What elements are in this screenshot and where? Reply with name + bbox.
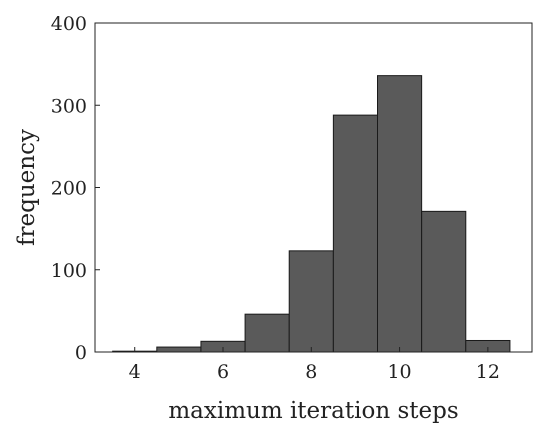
x-axis-label: maximum iteration steps (168, 398, 458, 424)
y-axis-label: frequency (14, 129, 40, 246)
ticks-group: 4 6 8 10 12 0 100 200 300 400 (51, 13, 500, 383)
histogram-bar (421, 210, 467, 353)
histogram-bar (288, 250, 334, 353)
x-tick-label: 8 (305, 361, 317, 383)
x-tick-label: 4 (129, 361, 141, 383)
bars-group (112, 75, 511, 353)
histogram-bar (377, 75, 423, 353)
histogram-bar (244, 313, 290, 353)
y-tick-label: 100 (51, 260, 87, 282)
x-tick-label: 10 (387, 361, 411, 383)
x-tick-label: 6 (217, 361, 229, 383)
y-tick-label: 200 (51, 178, 87, 200)
histogram-bar (156, 346, 202, 353)
y-tick-label: 0 (75, 342, 87, 364)
y-tick-label: 300 (51, 95, 87, 117)
histogram-bar (332, 114, 379, 353)
x-tick-label: 12 (476, 361, 500, 383)
y-tick-label: 400 (51, 13, 87, 35)
